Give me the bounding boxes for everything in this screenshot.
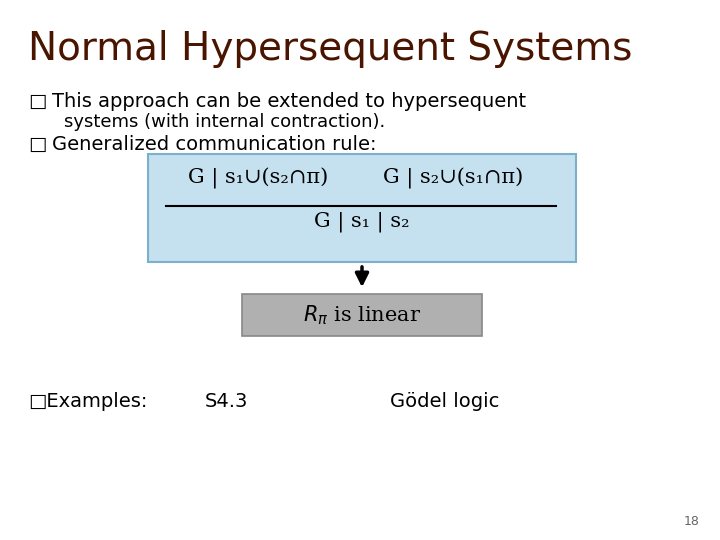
Text: Generalized communication rule:: Generalized communication rule: bbox=[52, 135, 377, 154]
Bar bbox=[242, 294, 482, 336]
Text: systems (with internal contraction).: systems (with internal contraction). bbox=[64, 113, 385, 131]
Text: Normal Hypersequent Systems: Normal Hypersequent Systems bbox=[28, 30, 632, 68]
Bar bbox=[148, 154, 576, 262]
Text: This approach can be extended to hypersequent: This approach can be extended to hyperse… bbox=[52, 92, 526, 111]
Text: G | s₂∪(s₁∩π): G | s₂∪(s₁∩π) bbox=[383, 168, 523, 189]
Text: □: □ bbox=[28, 135, 46, 154]
Text: □: □ bbox=[28, 92, 46, 111]
Text: Gödel logic: Gödel logic bbox=[390, 392, 500, 411]
Text: G | s₁∪(s₂∩π): G | s₁∪(s₂∩π) bbox=[188, 168, 328, 189]
Text: 18: 18 bbox=[684, 515, 700, 528]
Text: □Examples:: □Examples: bbox=[28, 392, 148, 411]
Text: G | s₁ | s₂: G | s₁ | s₂ bbox=[314, 212, 410, 233]
Text: S4.3: S4.3 bbox=[205, 392, 248, 411]
Text: $R_\pi$ is linear: $R_\pi$ is linear bbox=[303, 303, 421, 327]
